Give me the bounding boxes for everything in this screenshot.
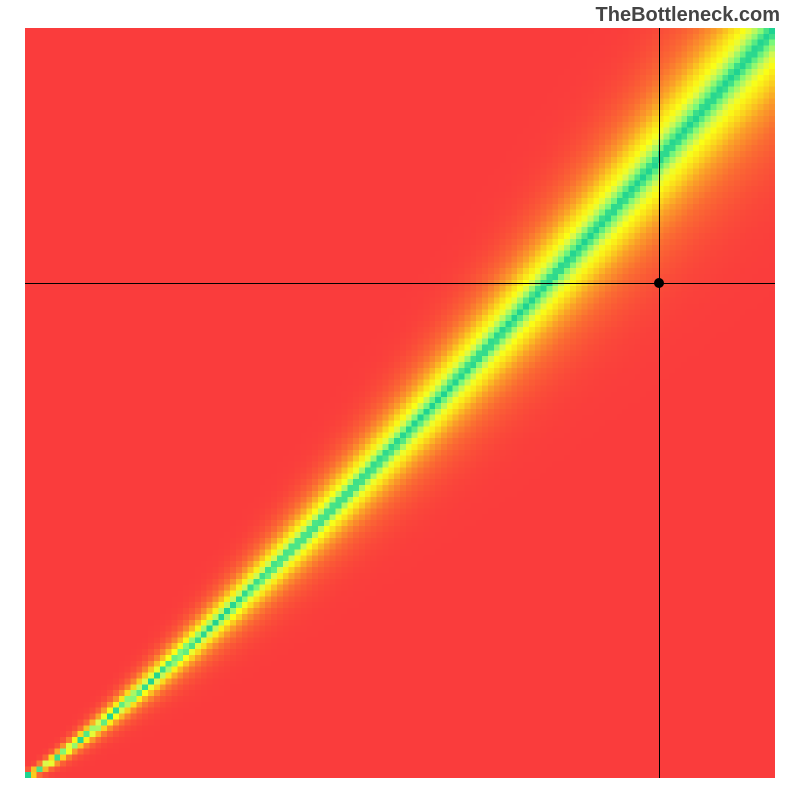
crosshair-marker-dot xyxy=(654,278,664,288)
watermark: TheBottleneck.com xyxy=(596,4,780,27)
heatmap-canvas xyxy=(25,28,775,778)
bottleneck-heatmap xyxy=(25,28,775,778)
crosshair-vertical xyxy=(659,28,660,778)
